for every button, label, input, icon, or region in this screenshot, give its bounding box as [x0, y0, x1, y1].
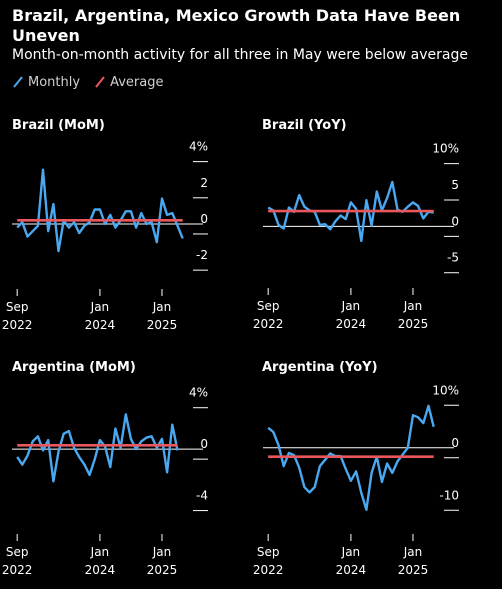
monthly-series-line — [16, 168, 184, 253]
y-tick-label: -2 — [196, 248, 208, 262]
panel-title: Brazil (YoY) — [262, 118, 347, 133]
monthly-series-line — [267, 404, 435, 511]
panel-title: Brazil (MoM) — [12, 118, 105, 133]
x-tick-label-year: 2024 — [336, 317, 367, 331]
page-subtitle: Month-on-month activity for all three in… — [12, 47, 468, 63]
monthly-series-line — [16, 413, 179, 483]
y-tick-label: 0 — [451, 214, 459, 228]
x-tick-label-month: Jan — [90, 545, 110, 559]
page-title: Brazil, Argentina, Mexico Growth Data Ha… — [12, 6, 461, 45]
x-tick-label-year: 2022 — [253, 317, 284, 331]
x-tick-label-month: Sep — [6, 300, 29, 314]
x-tick-label-month: Jan — [152, 300, 172, 314]
x-tick-label-year: 2025 — [147, 563, 178, 577]
x-tick-label-month: Sep — [6, 545, 29, 559]
x-tick-label-year: 2024 — [85, 318, 116, 332]
x-tick-label-month: Sep — [257, 545, 280, 559]
x-tick-label-year: 2022 — [2, 563, 33, 577]
x-tick-label-month: Jan — [152, 545, 172, 559]
x-tick-label-year: 2022 — [253, 563, 284, 577]
x-tick-label-month: Jan — [341, 545, 361, 559]
y-tick-label: 0 — [200, 212, 208, 226]
x-tick-label-month: Jan — [341, 299, 361, 313]
panel-title: Argentina (YoY) — [262, 360, 378, 375]
x-tick-label-year: 2025 — [147, 318, 178, 332]
x-tick-label-month: Jan — [90, 300, 110, 314]
panel-title: Argentina (MoM) — [12, 360, 136, 375]
x-tick-label-year: 2022 — [2, 318, 33, 332]
y-tick-label: 5 — [451, 178, 459, 192]
y-tick-label: 10% — [432, 142, 459, 156]
legend-item-monthly: Monthly — [12, 75, 80, 90]
y-tick-label: 4% — [189, 386, 208, 400]
y-tick-label: -10 — [439, 488, 459, 502]
y-tick-label: -4 — [196, 489, 208, 503]
monthly-series-line — [267, 180, 434, 243]
x-tick-label-month: Jan — [403, 299, 423, 313]
y-tick-label: 0 — [200, 437, 208, 451]
x-tick-label-month: Sep — [257, 299, 280, 313]
y-tick-label: 10% — [432, 383, 459, 397]
x-tick-label-year: 2024 — [336, 563, 367, 577]
x-tick-label-year: 2025 — [398, 317, 429, 331]
y-tick-label: 4% — [189, 140, 208, 154]
x-tick-label-year: 2025 — [398, 563, 429, 577]
x-tick-label-month: Jan — [403, 545, 423, 559]
legend-label-average: Average — [110, 74, 164, 90]
y-tick-label: -5 — [447, 251, 459, 265]
monthly-line-icon — [12, 75, 24, 89]
x-tick-label-year: 2024 — [85, 563, 116, 577]
average-line-icon — [94, 75, 106, 89]
y-tick-label: 0 — [451, 436, 459, 450]
legend: Monthly Average — [12, 73, 177, 91]
legend-label-monthly: Monthly — [28, 74, 81, 90]
y-tick-label: 2 — [200, 176, 208, 190]
legend-item-average: Average — [94, 75, 163, 90]
